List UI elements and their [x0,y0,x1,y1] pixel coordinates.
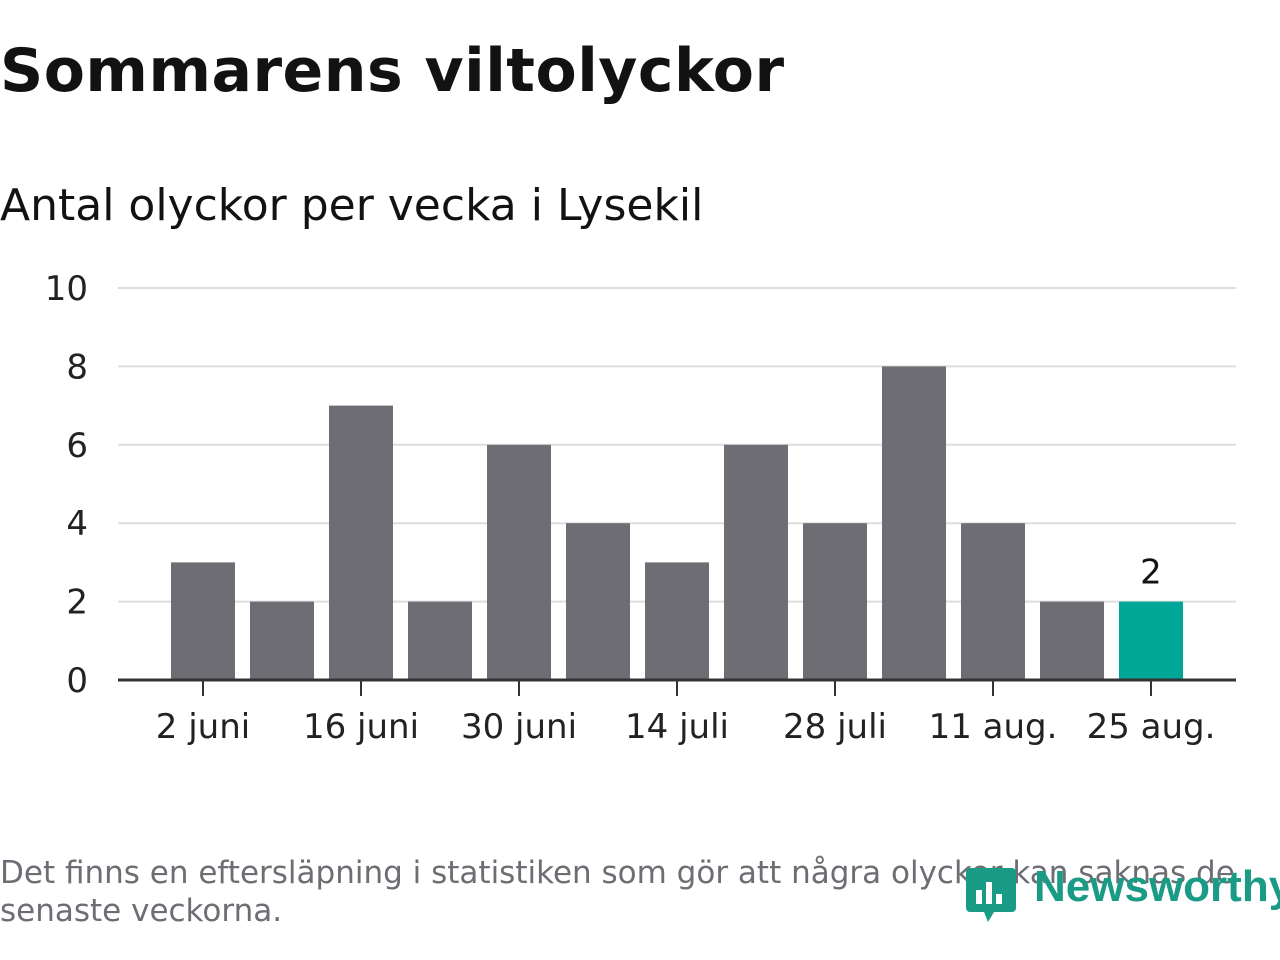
x-tick-label: 30 juni [461,707,577,747]
y-tick-label: 6 [66,426,88,466]
x-tick-label: 25 aug. [1087,707,1216,747]
bar-7 [645,562,709,680]
bar-11 [961,523,1025,680]
x-tick-label: 16 juni [303,707,419,747]
y-tick-label: 10 [45,269,88,309]
y-tick-label: 2 [66,583,88,623]
bars [171,366,1183,680]
x-axis: 2 juni 16 juni 30 juni 14 juli 28 juli 11 aug… [118,678,1236,747]
bar-chart: 0 2 4 6 8 10 2 juni 16 juni 30 juni 14 juli 28 ju… [45,269,1236,747]
logo-text: Newsworthy [1034,862,1280,911]
y-tick-label: 0 [66,661,88,701]
chart-title: Sommarens viltolyckor [0,36,785,106]
chart-subtitle: Antal olyckor per vecka i Lysekil [0,180,704,231]
gridlines [118,287,1236,603]
newsworthy-logo-icon [966,868,1016,922]
bar-13 [1119,601,1183,680]
data-label-last: 2 [1140,553,1162,593]
data-labels: 2 [1140,553,1162,593]
bar-5 [487,444,551,680]
x-tick-label: 14 juli [625,707,729,747]
bar-9 [803,523,867,680]
bar-10 [882,366,946,680]
bar-2 [250,601,314,680]
bar-12 [1040,601,1104,680]
x-tick-label: 11 aug. [929,707,1058,747]
bar-8 [724,444,788,680]
x-tick-label: 28 juli [783,707,887,747]
bar-1 [171,562,235,680]
bar-3 [329,405,393,680]
x-tick-label: 2 juni [156,707,250,747]
y-axis: 0 2 4 6 8 10 [45,269,88,701]
newsworthy-logo: Newsworthy [964,862,1280,928]
bar-4 [408,601,472,680]
y-tick-label: 8 [66,347,88,387]
footnote: Det finns en eftersläpning i statistiken… [0,855,1235,929]
y-tick-label: 4 [66,504,88,544]
bar-6 [566,523,630,680]
